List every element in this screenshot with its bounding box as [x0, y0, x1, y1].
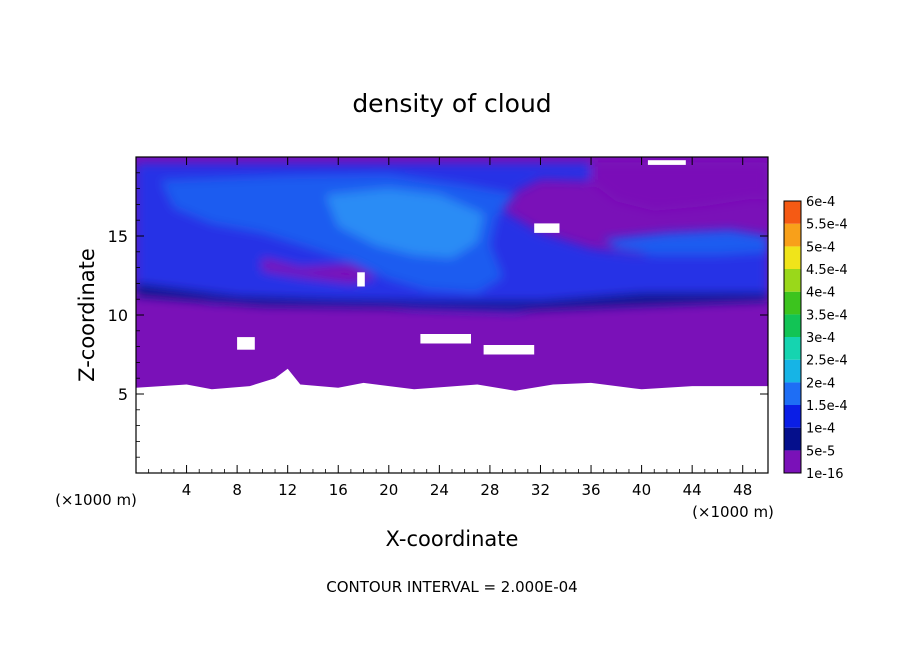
colorbar-label: 5.5e-4: [806, 218, 848, 233]
colorbar-swatch: [784, 269, 801, 292]
missing-gap: [357, 272, 365, 287]
colorbar-swatch: [784, 223, 801, 247]
missing-data-region: [136, 160, 768, 473]
cloud-right-streak: [603, 229, 768, 255]
missing-gap: [483, 345, 535, 355]
y-axis-label: Z-coordinate: [75, 248, 99, 382]
missing-gap: [420, 334, 471, 344]
colorbar-label: 3.5e-4: [806, 308, 848, 323]
colorbar-label: 5e-4: [806, 240, 835, 255]
x-tick-label: 32: [531, 481, 550, 499]
x-tick-label: 8: [232, 481, 242, 499]
x-tick-label: 48: [733, 481, 752, 499]
colorbar-swatch: [784, 405, 801, 428]
colorbar-swatch: [784, 359, 801, 383]
missing-gap: [237, 337, 255, 350]
x-axis-label: X-coordinate: [386, 527, 519, 551]
colorbar-label: 2.5e-4: [806, 354, 848, 369]
colorbar-swatch: [784, 382, 801, 405]
clear-pocket-left: [262, 258, 377, 284]
colorbar-swatch: [784, 246, 801, 269]
colorbar-label: 4.5e-4: [806, 263, 848, 278]
colorbar-label: 2e-4: [806, 376, 835, 391]
x-tick-label: 40: [632, 481, 651, 499]
cloud-fringe-dark: [136, 283, 768, 311]
x-tick-label: 16: [329, 481, 348, 499]
colorbar-swatch: [784, 314, 801, 337]
colorbar-swatch: [784, 450, 801, 473]
colorbar: 1e-16 5e-5 1e-4 1.5e-4 2e-4 2.5e-4 3e-4 3.5e-4 4…: [783, 195, 848, 482]
colorbar-label: 6e-4: [806, 195, 835, 210]
x-tick-label: 24: [430, 481, 449, 499]
cloud-core-high: [325, 188, 484, 259]
x-tick-label: 20: [379, 481, 398, 499]
clear-pocket-right: [591, 163, 768, 211]
x-tick-label: 28: [480, 481, 499, 499]
missing-gap: [534, 223, 560, 233]
colorbar-swatch: [784, 337, 801, 360]
colorbar-swatch: [784, 291, 801, 315]
x-axis-ticks: 4 8 12 16 20 24 28 32 36 40 44 48: [148, 157, 756, 499]
colorbar-label: 1.5e-4: [806, 399, 848, 414]
missing-below-threshold: [136, 368, 768, 473]
colorbar-label: 4e-4: [806, 286, 835, 301]
contour-field: [136, 157, 768, 473]
colorbar-label: 5e-5: [806, 444, 835, 459]
y-tick-label: 15: [108, 227, 128, 246]
colorbar-label: 1e-16: [806, 467, 844, 482]
x-tick-label: 44: [683, 481, 702, 499]
x-tick-label: 4: [182, 481, 192, 499]
x-axis-unit-left: (×1000 m): [55, 491, 137, 509]
chart-title: density of cloud: [352, 89, 551, 118]
y-tick-label: 5: [118, 385, 128, 404]
y-tick-label: 10: [108, 306, 128, 325]
cloud-layers: [136, 163, 768, 312]
missing-gap: [647, 160, 686, 165]
colorbar-label: 1e-4: [806, 422, 835, 437]
colorbar-frame: [783, 200, 802, 474]
contour-interval-note: CONTOUR INTERVAL = 2.000E-04: [326, 578, 577, 596]
colorbar-swatch: [784, 427, 801, 451]
x-tick-label: 12: [278, 481, 297, 499]
x-axis-unit-right: (×1000 m): [692, 503, 774, 521]
x-tick-label: 36: [581, 481, 600, 499]
colorbar-swatch: [784, 201, 801, 224]
colorbar-label: 3e-4: [806, 331, 835, 346]
y-axis-ticks: 5 10 15: [108, 172, 768, 458]
